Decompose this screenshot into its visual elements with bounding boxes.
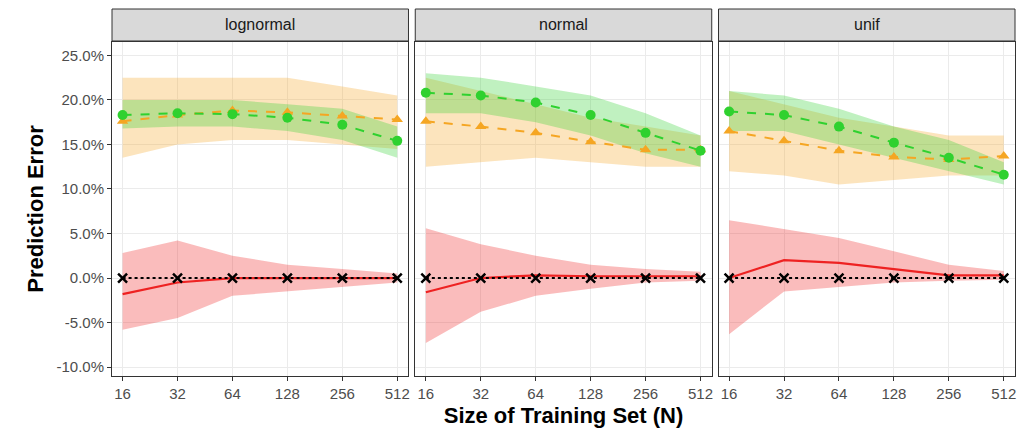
svg-text:25.0%: 25.0% [61, 47, 104, 64]
svg-text:128: 128 [578, 385, 603, 402]
svg-text:lognormal: lognormal [225, 16, 295, 33]
svg-text:64: 64 [224, 385, 241, 402]
svg-text:16: 16 [721, 385, 738, 402]
svg-text:512: 512 [688, 385, 713, 402]
svg-text:10.0%: 10.0% [61, 180, 104, 197]
svg-text:Prediction Error: Prediction Error [23, 125, 48, 293]
svg-text:unif: unif [854, 16, 880, 33]
svg-text:-5.0%: -5.0% [65, 314, 104, 331]
svg-text:0.0%: 0.0% [70, 269, 104, 286]
svg-text:512: 512 [991, 385, 1016, 402]
svg-text:16: 16 [417, 385, 434, 402]
svg-text:32: 32 [169, 385, 186, 402]
svg-text:normal: normal [539, 16, 588, 33]
svg-text:128: 128 [275, 385, 300, 402]
svg-text:256: 256 [936, 385, 961, 402]
svg-text:20.0%: 20.0% [61, 91, 104, 108]
svg-text:-10.0%: -10.0% [56, 358, 104, 375]
svg-text:64: 64 [527, 385, 544, 402]
svg-text:256: 256 [330, 385, 355, 402]
svg-text:15.0%: 15.0% [61, 136, 104, 153]
svg-text:Size of Training Set (N): Size of Training Set (N) [444, 403, 684, 428]
svg-text:256: 256 [633, 385, 658, 402]
svg-text:128: 128 [881, 385, 906, 402]
svg-text:32: 32 [776, 385, 793, 402]
svg-text:16: 16 [114, 385, 131, 402]
svg-text:512: 512 [385, 385, 410, 402]
svg-text:5.0%: 5.0% [70, 225, 104, 242]
svg-text:32: 32 [472, 385, 489, 402]
svg-text:64: 64 [831, 385, 848, 402]
